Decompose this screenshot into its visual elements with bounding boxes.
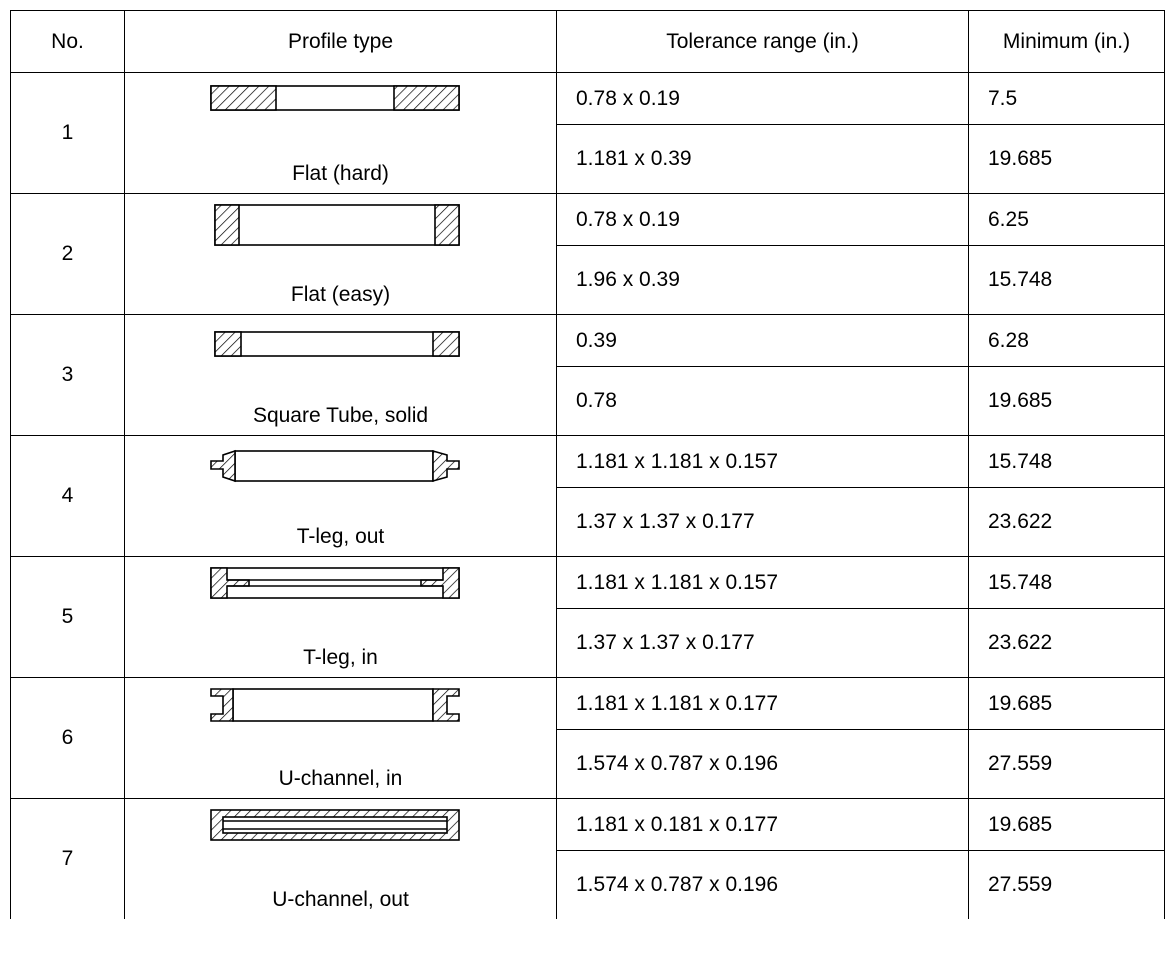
header-no: No.: [10, 10, 125, 73]
tolerance-cell: 1.574 x 0.787 x 0.196: [556, 850, 969, 919]
header-minimum: Minimum (in.): [968, 10, 1165, 73]
profile-name: T-leg, in: [303, 646, 378, 669]
square-tube-profile-icon: [214, 331, 460, 357]
u-channel-in-profile-icon: [210, 688, 460, 722]
minimum-cell: 6.25: [968, 193, 1165, 246]
profile-name: Flat (hard): [292, 162, 389, 185]
minimum-cell: 19.685: [968, 677, 1165, 730]
tolerance-cell: 1.181 x 0.39: [556, 124, 969, 194]
minimum-cell: 23.622: [968, 487, 1165, 557]
row-number: 7: [10, 798, 125, 919]
header-tolerance-range: Tolerance range (in.): [556, 10, 969, 73]
table-row: 1.96 x 0.39 15.748: [11, 245, 1165, 315]
minimum-cell: 19.685: [968, 366, 1165, 436]
table-row: 3 Square Tube, solid 0.39 6.28: [10, 314, 1165, 436]
header-profile-type: Profile type: [124, 10, 557, 73]
profile-cell: U-channel, in: [124, 677, 557, 799]
minimum-cell: 15.748: [968, 435, 1165, 488]
tolerance-cell: 1.37 x 1.37 x 0.177: [556, 487, 969, 557]
row-number: 6: [10, 677, 125, 799]
minimum-cell: 15.748: [968, 245, 1165, 315]
flat-hard-profile-icon: [210, 85, 460, 111]
row-number: 2: [10, 193, 125, 315]
tolerance-cell: 0.78: [556, 366, 969, 436]
minimum-cell: 23.622: [968, 608, 1165, 678]
profile-cell: Flat (easy): [124, 193, 557, 315]
minimum-cell: 27.559: [968, 850, 1165, 919]
table-row: 1.37 x 1.37 x 0.177 23.622: [11, 487, 1165, 557]
tolerance-cell: 1.181 x 1.181 x 0.157: [556, 435, 969, 488]
table-row: 1.37 x 1.37 x 0.177 23.622: [11, 608, 1165, 678]
table-row: 2 Flat (easy) 0.78 x 0.19 6.25: [10, 193, 1165, 315]
table-row: 4 T-leg, out 1.181 x 1.181 x 0.157 15.74…: [10, 435, 1165, 557]
header-row: No. Profile type Tolerance range (in.) M…: [10, 10, 1165, 73]
profile-cell: Flat (hard): [124, 72, 557, 194]
profile-name: Flat (easy): [290, 283, 391, 306]
minimum-cell: 7.5: [968, 72, 1165, 125]
table-row: 5 T-leg, in 1.181 x 1.181 x 0.157 15.748: [10, 556, 1165, 678]
row-number: 5: [10, 556, 125, 678]
profile-cell: T-leg, in: [124, 556, 557, 678]
row-number: 3: [10, 314, 125, 436]
profile-name: U-channel, out: [272, 888, 409, 911]
table-row: 1 Flat (hard) 0.78 x 0.19 7.5: [10, 72, 1165, 194]
t-leg-in-profile-icon: [210, 567, 460, 599]
row-number: 4: [10, 435, 125, 557]
profile-table: No. Profile type Tolerance range (in.) M…: [10, 10, 1165, 919]
profile-cell: Square Tube, solid: [124, 314, 557, 436]
minimum-cell: 15.748: [968, 556, 1165, 609]
tolerance-cell: 1.574 x 0.787 x 0.196: [556, 729, 969, 799]
tolerance-cell: 1.37 x 1.37 x 0.177: [556, 608, 969, 678]
tolerance-cell: 1.96 x 0.39: [556, 245, 969, 315]
profile-name: U-channel, in: [278, 767, 403, 790]
table-row: 1.574 x 0.787 x 0.196 27.559: [11, 850, 1165, 919]
flat-easy-profile-icon: [214, 204, 460, 246]
table-row: 6 U-channel, in 1.181 x 1.181 x 0.177 19…: [10, 677, 1165, 799]
table-row: 1.574 x 0.787 x 0.196 27.559: [11, 729, 1165, 799]
minimum-cell: 19.685: [968, 124, 1165, 194]
table-row: 7 U-channel, out 1.181 x 0.181 x 0.177 1…: [10, 798, 1165, 919]
tolerance-cell: 1.181 x 0.181 x 0.177: [556, 798, 969, 851]
tolerance-cell: 0.39: [556, 314, 969, 367]
profile-name: Square Tube, solid: [252, 404, 429, 427]
minimum-cell: 27.559: [968, 729, 1165, 799]
tolerance-cell: 0.78 x 0.19: [556, 72, 969, 125]
t-leg-out-profile-icon: [210, 449, 460, 483]
minimum-cell: 19.685: [968, 798, 1165, 851]
tolerance-cell: 1.181 x 1.181 x 0.177: [556, 677, 969, 730]
u-channel-out-profile-icon: [210, 809, 460, 841]
profile-name: T-leg, out: [296, 525, 385, 548]
table-row: 0.78 19.685: [11, 366, 1165, 436]
minimum-cell: 6.28: [968, 314, 1165, 367]
row-number: 1: [10, 72, 125, 194]
tolerance-cell: 0.78 x 0.19: [556, 193, 969, 246]
tolerance-cell: 1.181 x 1.181 x 0.157: [556, 556, 969, 609]
profile-cell: U-channel, out: [124, 798, 557, 919]
profile-cell: T-leg, out: [124, 435, 557, 557]
